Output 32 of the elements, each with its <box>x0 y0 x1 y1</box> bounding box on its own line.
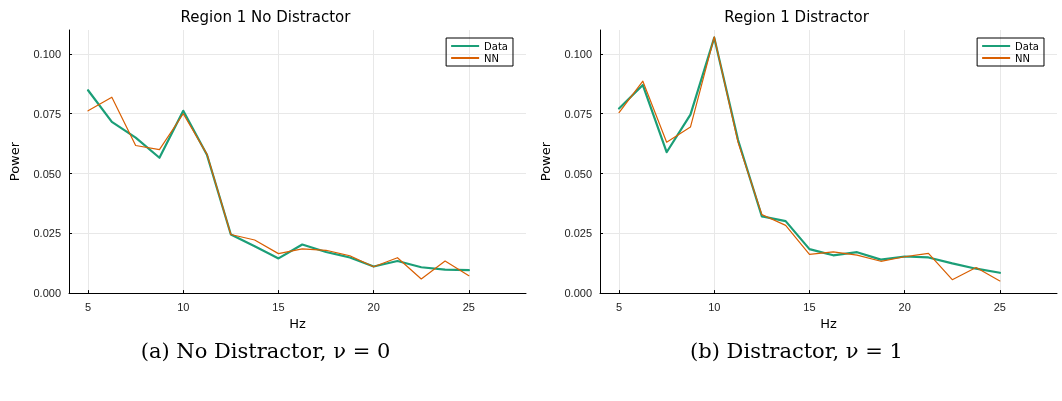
y-tick-label: 0.000 <box>564 287 592 300</box>
text: (a) No Distractor, ν = 0 <box>139 339 392 363</box>
x-tick-label: 20 <box>367 300 380 313</box>
y-tick-label: 0.025 <box>33 227 61 240</box>
x-tick-label: 15 <box>803 300 816 313</box>
x-tick-label: 5 <box>615 300 623 313</box>
y-tick-label: 0.075 <box>33 107 61 120</box>
y-tick-label: 0.100 <box>564 47 592 60</box>
chart-title: Region 1 No Distractor <box>180 7 352 26</box>
y-tick-label: 0.000 <box>33 287 61 300</box>
x-tick-label: 15 <box>272 300 285 313</box>
x-tick-label: 25 <box>993 300 1006 313</box>
x-axis-title: Hz <box>289 316 306 331</box>
legend-label: NN <box>484 52 500 64</box>
y-tick-label: 0.050 <box>33 167 61 180</box>
x-tick-label: 10 <box>177 300 190 313</box>
x-tick-label: 5 <box>84 300 92 313</box>
x-tick-label: 25 <box>462 300 475 313</box>
legend-label: Data <box>484 40 509 52</box>
text: (b) Distractor, ν = 1 <box>689 339 904 363</box>
y-axis-title: Power <box>538 141 553 182</box>
y-tick-label: 0.025 <box>564 227 592 240</box>
chart-title: Region 1 Distractor <box>724 7 870 26</box>
legend-label: NN <box>1015 52 1031 64</box>
y-tick-label: 0.100 <box>33 47 61 60</box>
y-tick-label: 0.075 <box>564 107 592 120</box>
x-tick-label: 10 <box>708 300 721 313</box>
x-axis-title: Hz <box>820 316 837 331</box>
legend-label: Data <box>1015 40 1040 52</box>
y-axis-title: Power <box>7 141 22 182</box>
y-tick-label: 0.050 <box>564 167 592 180</box>
x-tick-label: 20 <box>898 300 911 313</box>
